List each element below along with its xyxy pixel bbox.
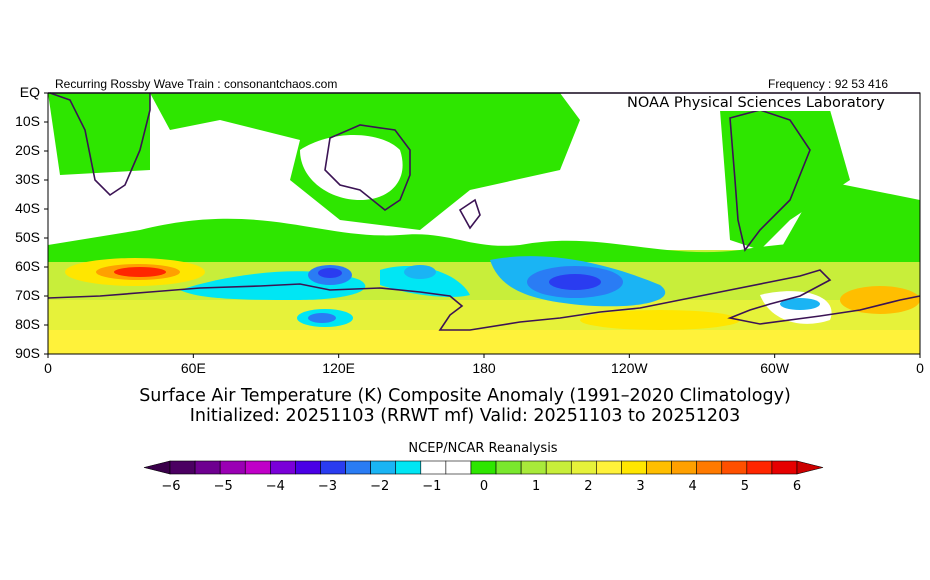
colorbar-swatch <box>244 460 271 475</box>
colorbar-swatch <box>495 460 522 475</box>
colorbar-swatch <box>169 460 196 475</box>
title-line-1: Surface Air Temperature (K) Composite An… <box>139 386 791 406</box>
header-left-text: Recurring Rossby Wave Train : consonantc… <box>55 77 338 91</box>
colorbar-source-label: NCEP/NCAR Reanalysis <box>408 441 558 456</box>
latitude-label: 20S <box>15 142 40 158</box>
colorbar-swatch <box>395 460 422 475</box>
colorbar-swatch <box>545 460 572 475</box>
colorbar-swatch <box>270 460 296 475</box>
colorbar-tick-label: 4 <box>688 479 697 494</box>
lab-name-label: NOAA Physical Sciences Laboratory <box>625 95 887 111</box>
colorbar-tick-label: 3 <box>636 479 645 494</box>
colorbar-tick-label: −6 <box>161 479 181 494</box>
colorbar-swatch <box>445 460 472 475</box>
header-right-text: Frequency : 92 53 416 <box>768 77 889 91</box>
colorbar-tick-label: −5 <box>213 479 233 494</box>
latitude-label: 70S <box>15 287 40 303</box>
longitude-label: 180 <box>472 360 496 376</box>
colorbar-tick-label: −4 <box>265 479 285 494</box>
colorbar <box>143 460 824 475</box>
latitude-label: 50S <box>15 229 40 245</box>
colorbar-swatch <box>746 460 773 475</box>
colorbar-swatch <box>219 460 246 475</box>
latitude-label: 80S <box>15 316 40 332</box>
latitude-label: 40S <box>15 200 40 216</box>
colorbar-swatch <box>721 460 748 475</box>
longitude-label: 120W <box>611 360 648 376</box>
colorbar-swatch <box>671 460 697 475</box>
longitude-label: 0 <box>44 360 52 376</box>
longitude-label: 120E <box>322 360 356 376</box>
latitude-label: EQ <box>19 84 40 100</box>
colorbar-tick-label: 2 <box>584 479 593 494</box>
colorbar-swatch <box>470 460 497 475</box>
longitude-label: 0 <box>916 360 924 376</box>
colorbar-swatch <box>194 460 221 475</box>
title-line-2: Initialized: 20251103 (RRWT mf) Valid: 2… <box>189 406 741 426</box>
colorbar-swatch <box>295 460 321 475</box>
colorbar-swatch <box>621 460 647 475</box>
latitude-label: 60S <box>15 258 40 274</box>
latitude-label: 10S <box>15 113 40 129</box>
colorbar-tick-label: −3 <box>317 479 338 494</box>
latitude-label: 30S <box>15 171 40 187</box>
colorbar-swatch <box>370 460 397 475</box>
colorbar-swatch <box>320 460 346 475</box>
colorbar-swatch <box>696 460 723 475</box>
colorbar-tick-label: −1 <box>422 479 442 494</box>
colorbar-swatch <box>596 460 622 475</box>
colorbar-swatch <box>520 460 547 475</box>
longitude-label: 60W <box>760 360 790 376</box>
colorbar-tick-label: 5 <box>740 479 749 494</box>
latitude-label: 90S <box>15 345 40 361</box>
colorbar-swatch <box>771 460 798 475</box>
colorbar-swatch <box>420 460 447 475</box>
colorbar-swatch <box>570 460 597 475</box>
colorbar-tick-label: 1 <box>532 479 541 494</box>
colorbar-tick-label: −2 <box>370 479 390 494</box>
colorbar-tick-label: 6 <box>792 479 802 494</box>
colorbar-swatch <box>345 460 371 475</box>
colorbar-swatch <box>646 460 672 475</box>
colorbar-tick-label: 0 <box>479 479 489 494</box>
map-field <box>48 93 920 354</box>
colorbar-right-arrow <box>796 460 824 475</box>
longitude-label: 60E <box>180 360 206 376</box>
colorbar-left-arrow <box>143 460 171 475</box>
